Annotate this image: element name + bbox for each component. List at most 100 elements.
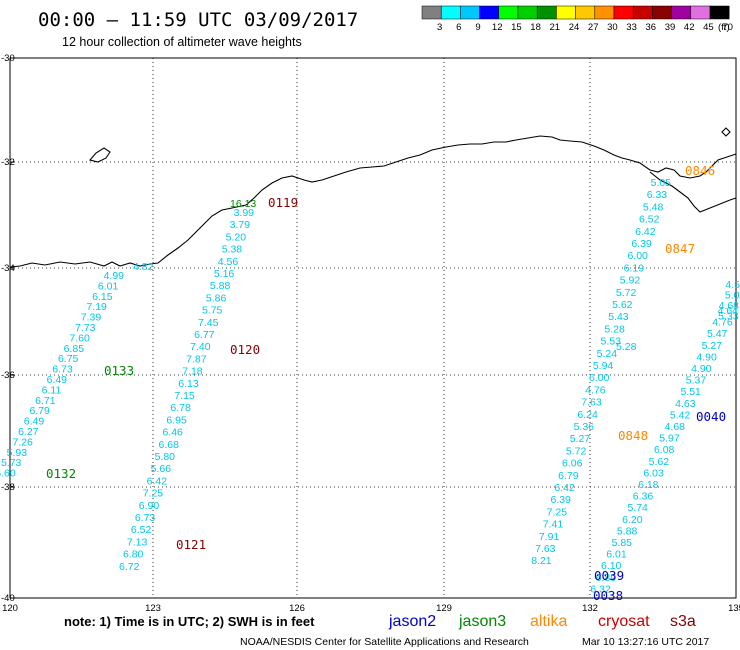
wave-height-value: 6.27 (18, 426, 39, 438)
wave-height-value: 6.01 (98, 280, 119, 292)
pass-time-labels: 0119 0120 0121 0133 0132 0846 0847 0848 0040 0039… (46, 163, 726, 603)
wave-height-value: 5.92 (620, 275, 641, 287)
wave-height-value: 5.75 (202, 305, 223, 317)
wave-height-value: 6.79 (29, 405, 50, 417)
legend-swatch (536, 5, 557, 20)
footer-timestamp: Mar 10 13:27:16 UTC 2017 (582, 636, 709, 648)
wave-height-value: 6.52 (131, 524, 152, 536)
coastline (9, 127, 737, 268)
wave-height-value: 5.72 (566, 445, 587, 457)
legend-swatch (690, 5, 711, 20)
lon-label: 120 (2, 603, 18, 614)
wave-height-value: 5.73 (1, 457, 22, 469)
legend-label: 21 (550, 22, 561, 33)
satellite-legend: jason2 jason3 altika cryosat s3a (388, 613, 696, 630)
wave-height-value: 7.15 (174, 390, 195, 402)
wave-height-value: 6.15 (92, 291, 113, 303)
wave-height-value: 6.10 (601, 560, 622, 572)
wave-height-value: 5.88 (210, 280, 231, 292)
wave-height-value: 7.41 (543, 519, 564, 531)
lat-label: -36 (1, 370, 15, 381)
pass-time-label: 0120 (230, 342, 260, 357)
wave-height-value: 6.00 (627, 250, 648, 262)
lon-label: 132 (582, 603, 598, 614)
wave-height-value: 7.26 (12, 436, 33, 448)
wave-height-value: 7.18 (182, 366, 203, 378)
wave-height-value: 5.33 (718, 311, 739, 323)
satellite-legend-cryosat: cryosat (598, 613, 650, 630)
legend-label: 30 (607, 22, 618, 33)
pass-time-label: 0133 (104, 363, 134, 378)
legend-swatch (460, 5, 480, 20)
wave-height-value: 16.13 (230, 198, 256, 210)
wave-height-value: 5.51 (680, 386, 701, 398)
wave-height-value: 6.95 (166, 414, 187, 426)
wave-height-value: 5.53 (601, 336, 622, 348)
wave-height-value: 5.28 (604, 323, 625, 335)
wave-height-value: 5.94 (593, 360, 614, 372)
wave-height-value: 5.16 (214, 268, 235, 280)
wave-height-value: 8.21 (531, 555, 552, 567)
pass-time-label: 0038 (593, 588, 623, 603)
legend-swatch (652, 5, 672, 20)
legend-label: 15 (511, 22, 522, 33)
wave-height-value: 5.66 (151, 463, 172, 475)
wave-height-value: 6.06 (562, 458, 583, 470)
lat-label: -38 (1, 482, 15, 493)
map-title: 00:00 — 11:59 UTC 03/09/2017 (38, 9, 358, 31)
legend-swatch (709, 5, 730, 20)
wave-height-value: 6.80 (123, 549, 144, 561)
wave-height-value: 5.62 (649, 456, 670, 468)
wave-height-value: 5.85 (612, 537, 633, 549)
lat-label: -34 (1, 263, 15, 274)
wave-height-value: 6.20 (622, 514, 643, 526)
wave-height-value: 7.73 (75, 322, 96, 334)
wave-height-value: 7.13 (127, 536, 148, 548)
wave-height-value: 6.11 (42, 384, 62, 396)
wave-height-value: 4.99 (104, 270, 125, 282)
pass-time-label: 0846 (685, 163, 715, 178)
wave-height-value: 7.40 (190, 341, 211, 353)
wave-height-value: 7.87 (186, 353, 207, 365)
pass-time-label: 0847 (665, 241, 695, 256)
wave-height-value: 5.36 (574, 421, 595, 433)
wave-height-value: 3.99 (234, 207, 255, 219)
wave-height-value: 6.08 (654, 444, 675, 456)
wave-height-value: 6.73 (52, 364, 73, 376)
legend-label: 6 (456, 22, 461, 33)
wave-height-value: 5.43 (608, 311, 629, 323)
legend-swatch (421, 5, 442, 20)
wave-height-value: 6.01 (606, 549, 627, 561)
legend-swatch (671, 5, 692, 20)
legend-label: 33 (626, 22, 637, 33)
wave-height-value: 6.49 (47, 374, 68, 386)
wave-height-value: 6.89 (596, 572, 617, 584)
wave-height-value: 6.68 (159, 439, 180, 451)
legend-unit: (ft) (718, 22, 730, 33)
wave-height-value: 6.71 (35, 395, 56, 407)
plot-frame (9, 57, 737, 599)
wave-height-value: 5.74 (627, 502, 648, 514)
wave-height-value: 5.93 (7, 447, 28, 459)
legend-swatch (613, 5, 634, 20)
wave-height-value: 5.27 (702, 340, 723, 352)
wave-height-value: 6.42 (635, 226, 656, 238)
wave-height-value: 6.42 (147, 475, 168, 487)
wave-height-value: 6.19 (624, 262, 645, 274)
satellite-legend-jason3: jason3 (458, 613, 506, 630)
legend-swatch (575, 5, 596, 20)
pass-time-label: 0121 (176, 537, 206, 552)
wave-height-value: 5.48 (643, 201, 664, 213)
wave-height-value: 7.63 (581, 397, 602, 409)
footer-credit: NOAA/NESDIS Center for Satellite Applica… (240, 636, 529, 648)
wave-height-value: 6.90 (139, 500, 160, 512)
pass-time-label: 0119 (268, 195, 298, 210)
color-legend: 3 6 9 12 15 18 21 24 27 30 33 36 39 42 45 70(ft) (421, 5, 733, 33)
wave-height-value: 5.0 (725, 290, 740, 302)
wave-height-value: 5.27 (570, 433, 591, 445)
wave-height-value: 4.56 (218, 256, 239, 268)
legend-swatch (632, 5, 653, 20)
wave-height-value: 6.46 (162, 427, 183, 439)
wave-height-value: 5.80 (155, 451, 176, 463)
legend-swatch (517, 5, 538, 20)
